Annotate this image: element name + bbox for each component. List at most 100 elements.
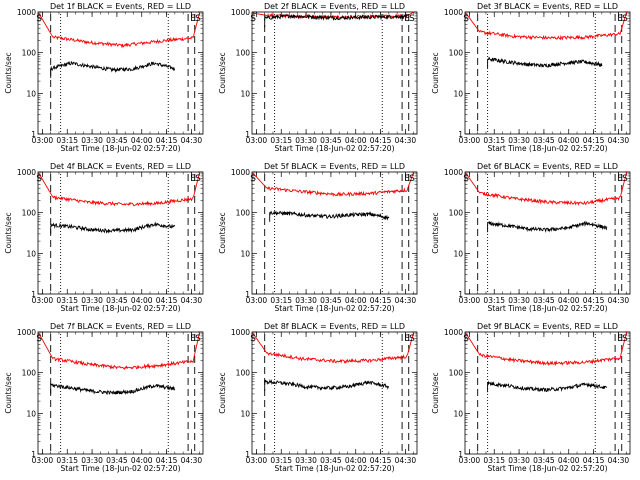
y-tick-label: 10 xyxy=(26,409,36,418)
x-tick-label: 03:15 xyxy=(270,456,292,465)
x-tick-label: 03:30 xyxy=(295,456,317,465)
x-tick-label: 04:00 xyxy=(131,136,153,145)
x-tick-label: 04:00 xyxy=(131,296,153,305)
x-tick-label: 04:00 xyxy=(131,456,153,465)
lld-series-line xyxy=(252,171,415,198)
plot-frame xyxy=(37,11,204,135)
y-tick-label: 1 xyxy=(245,130,250,139)
x-tick-label: 04:15 xyxy=(156,456,178,465)
y-tick-label: 1 xyxy=(458,290,463,299)
start-marker-label: S xyxy=(463,174,469,184)
y-tick-label: 1 xyxy=(31,450,36,459)
x-axis-label: Start Time (18-Jun-02 02:57:20) xyxy=(488,144,608,153)
panel-8: Det 8f BLACK = Events, RED = LLD 1 10 100 10… xyxy=(218,322,418,473)
x-tick-label: 04:15 xyxy=(370,456,392,465)
y-tick-label: 100 xyxy=(449,49,464,58)
panel-4: Det 4f BLACK = Events, RED = LLD 1 10 100 10… xyxy=(4,162,204,313)
x-tick-label: 04:30 xyxy=(608,296,630,305)
plot-frame xyxy=(251,11,418,135)
x-tick-label: 03:00 xyxy=(246,456,268,465)
x-tick-label: 04:30 xyxy=(181,456,203,465)
y-tick-label: 10 xyxy=(26,89,36,98)
y-tick-label: 1 xyxy=(31,290,36,299)
x-tick-label: 04:15 xyxy=(370,296,392,305)
x-tick-label: 03:45 xyxy=(533,296,555,305)
x-tick-label: 04:00 xyxy=(558,296,580,305)
x-tick-label: 03:30 xyxy=(81,296,103,305)
y-tick-label: 100 xyxy=(236,209,251,218)
stop-marker-label: S xyxy=(409,14,415,24)
end-marker-label: E xyxy=(190,14,196,24)
start-marker-label: S xyxy=(250,174,256,184)
end-marker-label: E xyxy=(190,334,196,344)
x-tick-label: 04:00 xyxy=(345,136,367,145)
panel-title: Det 9f BLACK = Events, RED = LLD xyxy=(477,322,618,331)
panel-title: Det 4f BLACK = Events, RED = LLD xyxy=(50,162,191,171)
y-tick-label: 1000 xyxy=(231,168,250,177)
panel-title: Det 1f BLACK = Events, RED = LLD xyxy=(50,2,191,11)
y-tick-label: 100 xyxy=(236,49,251,58)
x-tick-label: 03:15 xyxy=(56,456,78,465)
y-tick-label: 100 xyxy=(22,369,37,378)
stop-marker-label: S xyxy=(195,174,201,184)
stop-marker-label: S xyxy=(409,174,415,184)
x-tick-label: 04:15 xyxy=(156,296,178,305)
panel-9: Det 9f BLACK = Events, RED = LLD 1 10 100 10… xyxy=(431,322,631,473)
y-tick-label: 1000 xyxy=(231,328,250,337)
x-tick-label: 03:00 xyxy=(246,136,268,145)
lld-series-line xyxy=(38,331,201,370)
panel-title: Det 2f BLACK = Events, RED = LLD xyxy=(264,2,405,11)
start-marker-label: S xyxy=(463,14,469,24)
x-axis-label: Start Time (18-Jun-02 02:57:20) xyxy=(61,464,181,473)
end-marker-label: E xyxy=(617,14,623,24)
x-tick-label: 04:15 xyxy=(583,456,605,465)
plot-frame xyxy=(37,331,204,455)
x-axis-label: Start Time (18-Jun-02 02:57:20) xyxy=(61,144,181,153)
x-axis-label: Start Time (18-Jun-02 02:57:20) xyxy=(61,304,181,313)
x-axis-label: Start Time (18-Jun-02 02:57:20) xyxy=(275,464,395,473)
plot-frame xyxy=(37,171,204,295)
start-marker-label: S xyxy=(250,14,256,24)
x-tick-label: 03:45 xyxy=(320,296,342,305)
y-tick-label: 1 xyxy=(31,130,36,139)
panel-title: Det 6f BLACK = Events, RED = LLD xyxy=(477,162,618,171)
y-tick-label: 1000 xyxy=(17,168,36,177)
x-tick-label: 04:30 xyxy=(395,296,417,305)
y-tick-label: 100 xyxy=(22,209,37,218)
x-tick-label: 04:00 xyxy=(558,456,580,465)
events-series-line xyxy=(264,13,408,28)
lld-series-line xyxy=(465,171,628,206)
x-tick-label: 03:30 xyxy=(508,136,530,145)
panel-7: Det 7f BLACK = Events, RED = LLD 1 10 100 10… xyxy=(4,322,204,473)
events-series-line xyxy=(269,210,390,222)
y-tick-label: 10 xyxy=(240,89,250,98)
events-series-line xyxy=(50,221,176,234)
plot-frame xyxy=(251,331,418,455)
lld-series-line xyxy=(465,331,628,367)
start-marker-label: S xyxy=(463,334,469,344)
events-series-line xyxy=(264,379,390,391)
start-marker-label: S xyxy=(36,14,42,24)
x-tick-label: 03:45 xyxy=(320,456,342,465)
stop-marker-label: S xyxy=(622,14,628,24)
events-series-line xyxy=(50,383,176,395)
start-marker-label: S xyxy=(250,334,256,344)
y-axis-label: Counts/sec xyxy=(4,212,13,253)
x-tick-label: 03:00 xyxy=(459,456,481,465)
y-tick-label: 10 xyxy=(240,249,250,258)
y-tick-label: 10 xyxy=(240,409,250,418)
y-tick-label: 1000 xyxy=(17,8,36,17)
x-tick-label: 03:30 xyxy=(81,456,103,465)
y-tick-label: 100 xyxy=(449,209,464,218)
plot-frame xyxy=(464,171,631,295)
y-tick-label: 10 xyxy=(453,249,463,258)
x-tick-label: 03:45 xyxy=(320,136,342,145)
x-tick-label: 04:00 xyxy=(345,456,367,465)
x-tick-label: 03:00 xyxy=(246,296,268,305)
lld-series-line xyxy=(38,11,201,49)
panel-1: Det 1f BLACK = Events, RED = LLD 1 10 100 10… xyxy=(4,2,204,153)
lld-series-line xyxy=(38,171,201,207)
y-tick-label: 100 xyxy=(236,369,251,378)
y-axis-label: Counts/sec xyxy=(431,212,440,253)
